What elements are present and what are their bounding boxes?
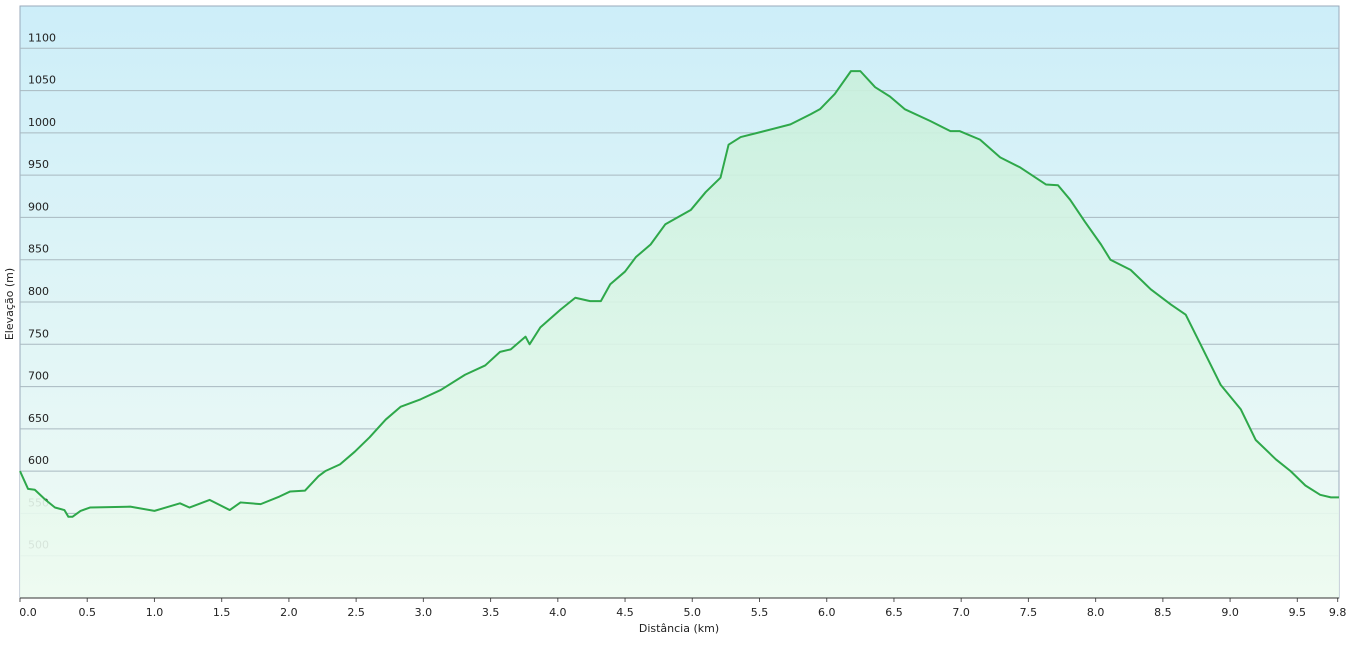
x-tick-label: 7.0 bbox=[952, 606, 970, 619]
area-fill bbox=[20, 71, 1339, 599]
x-tick-label: 4.0 bbox=[549, 606, 567, 619]
y-tick-label: 1100 bbox=[28, 31, 56, 44]
x-tick-label: 5.5 bbox=[751, 606, 769, 619]
x-tick-label: 6.5 bbox=[885, 606, 903, 619]
y-tick-label: 800 bbox=[28, 285, 49, 298]
elevation-line bbox=[19, 70, 1339, 518]
x-tick-label: 6.0 bbox=[818, 606, 836, 619]
x-tick-label: 9.5 bbox=[1289, 606, 1307, 619]
x-tick-label: 9.0 bbox=[1221, 606, 1239, 619]
x-axis-label: Distância (km) bbox=[639, 622, 719, 635]
y-tick-label: 700 bbox=[28, 370, 49, 383]
x-tick-label: 4.5 bbox=[616, 606, 634, 619]
x-tick-label: 1.0 bbox=[146, 606, 164, 619]
y-tick-label: 600 bbox=[28, 454, 49, 467]
y-tick-label: 1000 bbox=[28, 116, 56, 129]
x-tick-label: 1.5 bbox=[213, 606, 231, 619]
x-tick-label: 2.0 bbox=[280, 606, 298, 619]
x-tick-label: 9.8 bbox=[1329, 606, 1347, 619]
x-tick-label: 3.5 bbox=[482, 606, 500, 619]
x-tick-label: 0.0 bbox=[19, 606, 37, 619]
y-tick-label: 950 bbox=[28, 158, 49, 171]
x-tick-label: 5.0 bbox=[684, 606, 702, 619]
y-tick-label: 900 bbox=[28, 200, 49, 213]
y-tick-label: 750 bbox=[28, 327, 49, 340]
x-tick-label: 8.0 bbox=[1087, 606, 1105, 619]
y-axis-label: Elevação (m) bbox=[3, 268, 16, 340]
y-tick-label: 1050 bbox=[28, 74, 56, 87]
y-tick-label: 650 bbox=[28, 412, 49, 425]
x-tick-label: 7.5 bbox=[1020, 606, 1038, 619]
x-tick-label: 3.0 bbox=[415, 606, 433, 619]
x-tick-label: 8.5 bbox=[1154, 606, 1172, 619]
y-tick-label: 850 bbox=[28, 243, 49, 256]
x-tick-label: 2.5 bbox=[347, 606, 365, 619]
x-tick-label: 0.5 bbox=[78, 606, 96, 619]
